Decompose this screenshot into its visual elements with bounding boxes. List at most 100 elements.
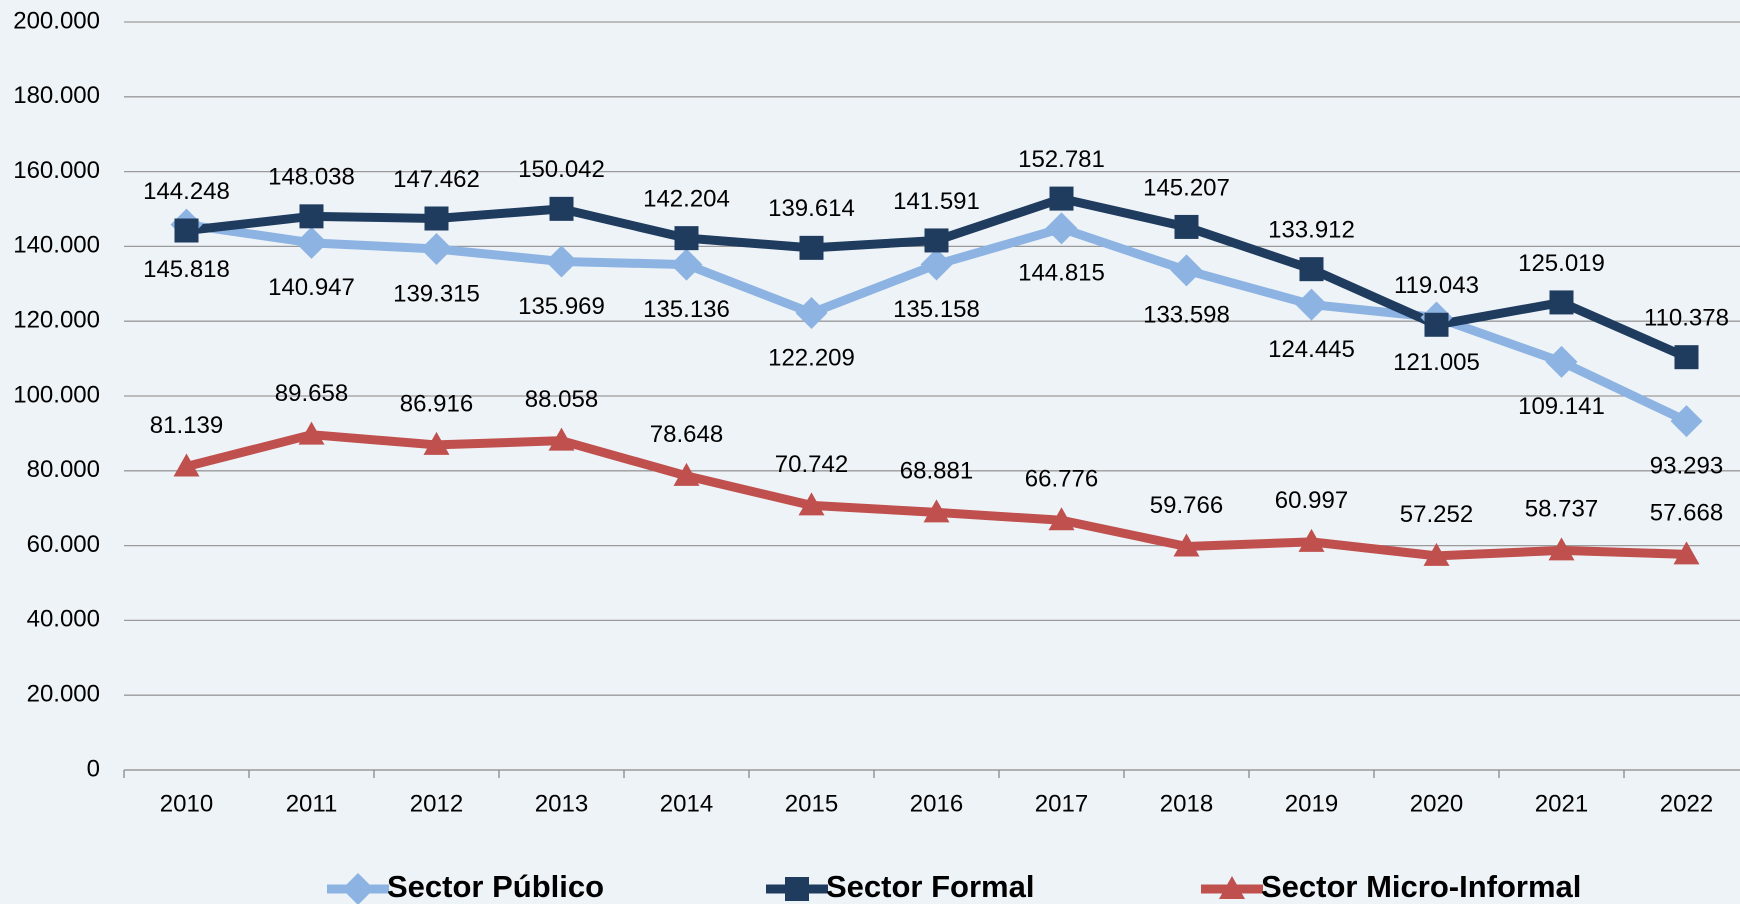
data-label: 93.293: [1650, 452, 1723, 479]
data-label: 125.019: [1518, 250, 1605, 277]
data-label: 145.818: [143, 256, 230, 283]
legend-marker: [785, 877, 809, 901]
data-point: [1423, 542, 1450, 566]
data-label: 122.209: [768, 344, 855, 371]
data-label: 144.815: [1018, 260, 1105, 287]
data-point: [1424, 312, 1449, 337]
x-tick-label: 2011: [286, 790, 338, 817]
data-point: [298, 421, 325, 445]
x-tick-label: 2016: [910, 790, 963, 817]
data-label: 59.766: [1150, 492, 1223, 519]
data-label: 145.207: [1143, 174, 1230, 201]
data-point: [423, 431, 450, 455]
data-point: [1049, 186, 1074, 211]
data-point: [1173, 533, 1200, 557]
data-point: [1674, 345, 1699, 370]
data-label: 152.781: [1018, 146, 1105, 173]
x-tick-label: 2018: [1160, 790, 1213, 817]
y-tick-label: 180.000: [13, 82, 100, 109]
data-label: 58.737: [1525, 496, 1598, 523]
y-tick-label: 80.000: [27, 456, 100, 483]
data-point: [674, 226, 699, 251]
data-point: [299, 204, 324, 229]
legend-marker: [342, 873, 374, 904]
x-tick-label: 2015: [785, 790, 838, 817]
data-label: 133.598: [1143, 302, 1230, 329]
data-point: [670, 248, 703, 281]
data-point: [173, 453, 200, 477]
data-point: [549, 196, 574, 221]
data-point: [798, 492, 825, 516]
data-point: [1174, 214, 1199, 239]
data-label: 135.158: [893, 296, 980, 323]
legend-label: Sector Formal: [826, 869, 1034, 904]
y-tick-label: 160.000: [13, 157, 100, 184]
data-point: [924, 228, 949, 253]
data-point: [1673, 541, 1700, 565]
y-tick-label: 200.000: [13, 7, 100, 34]
data-label: 142.204: [643, 186, 730, 213]
data-label: 86.916: [400, 390, 473, 417]
data-label: 121.005: [1393, 349, 1480, 376]
data-point: [1045, 212, 1078, 245]
data-label: 81.139: [150, 412, 223, 439]
data-label: 135.136: [643, 296, 730, 323]
data-point: [1549, 290, 1574, 315]
legend-label: Sector Público: [387, 869, 604, 904]
y-tick-label: 20.000: [27, 681, 100, 708]
data-label: 66.776: [1025, 466, 1098, 493]
data-point: [295, 226, 328, 259]
data-label: 88.058: [525, 386, 598, 413]
data-point: [545, 245, 578, 278]
data-point: [1295, 288, 1328, 321]
data-label: 57.668: [1650, 500, 1723, 527]
data-point: [1545, 345, 1578, 378]
data-point: [673, 462, 700, 486]
data-point: [920, 248, 953, 281]
x-tick-label: 2020: [1410, 790, 1463, 817]
data-label: 139.315: [393, 280, 480, 307]
x-tick-label: 2017: [1035, 790, 1088, 817]
series-line: [185, 430, 1687, 561]
data-label: 133.912: [1268, 217, 1355, 244]
data-label: 148.038: [268, 164, 355, 191]
data-point: [1048, 507, 1075, 531]
y-tick-label: 100.000: [13, 381, 100, 408]
data-point: [174, 218, 199, 243]
data-label: 78.648: [650, 421, 723, 448]
y-tick-label: 0: [87, 755, 100, 782]
data-label: 147.462: [393, 166, 480, 193]
data-point: [424, 206, 449, 231]
data-label: 135.969: [518, 293, 605, 320]
data-point: [1670, 405, 1703, 438]
data-label: 89.658: [275, 380, 348, 407]
x-tick-label: 2021: [1535, 790, 1588, 817]
data-label: 144.248: [143, 178, 230, 205]
data-point: [923, 499, 950, 523]
data-label: 124.445: [1268, 336, 1355, 363]
x-tick-label: 2019: [1285, 790, 1338, 817]
x-tick-label: 2014: [660, 790, 713, 817]
y-tick-label: 40.000: [27, 606, 100, 633]
x-tick-label: 2013: [535, 790, 588, 817]
x-tick-label: 2022: [1660, 790, 1713, 817]
data-label: 150.042: [518, 156, 605, 183]
data-point: [795, 296, 828, 329]
data-label: 140.947: [268, 274, 355, 301]
legend-label: Sector Micro-Informal: [1261, 869, 1581, 904]
x-tick-label: 2010: [160, 790, 213, 817]
data-point: [799, 235, 824, 260]
data-label: 141.591: [893, 188, 980, 215]
data-point: [548, 427, 575, 451]
data-label: 109.141: [1518, 393, 1605, 420]
data-label: 119.043: [1394, 272, 1479, 299]
data-label: 70.742: [775, 451, 848, 478]
data-point: [1548, 537, 1575, 561]
data-label: 139.614: [768, 195, 855, 222]
legend-marker: [1219, 876, 1245, 899]
data-point: [1298, 528, 1325, 552]
data-label: 57.252: [1400, 501, 1473, 528]
y-tick-label: 60.000: [27, 531, 100, 558]
data-label: 110.378: [1644, 305, 1729, 332]
